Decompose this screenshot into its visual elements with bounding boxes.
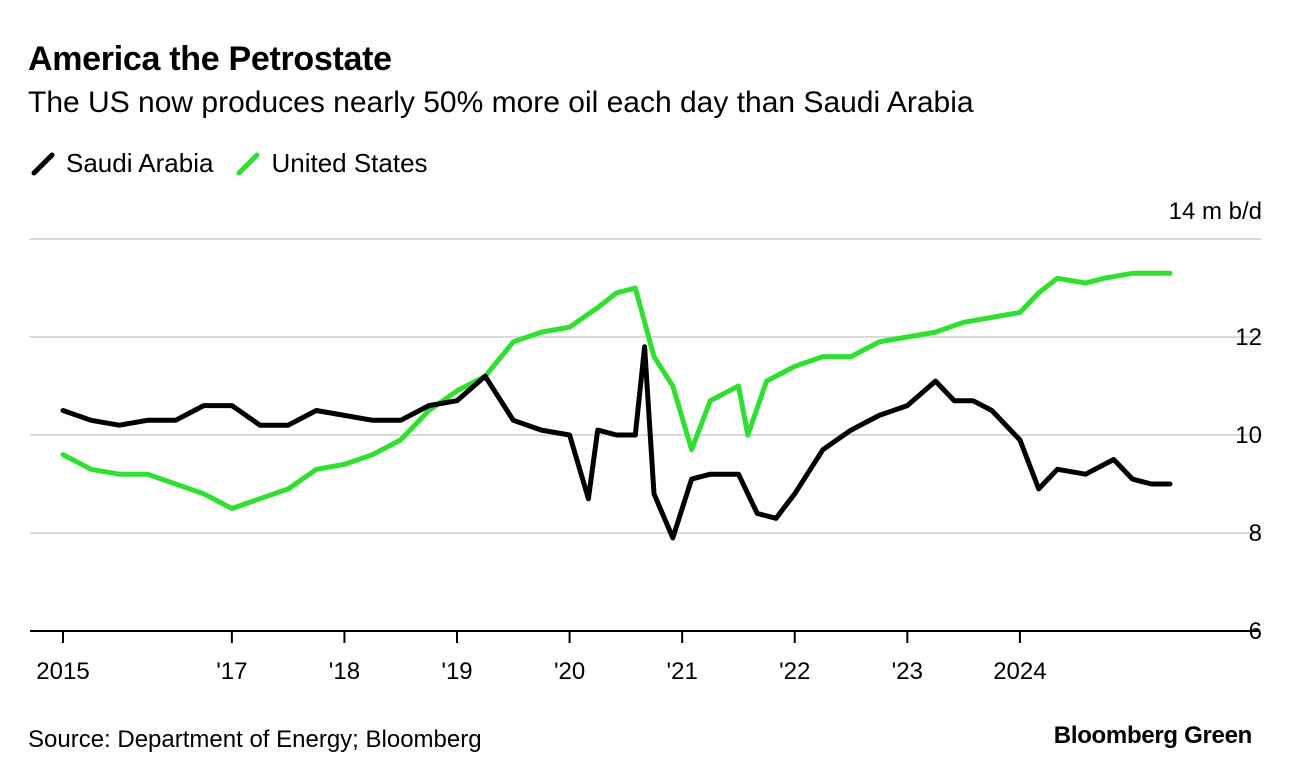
legend-swatch-united-states	[236, 152, 260, 175]
chart-subtitle: The US now produces nearly 50% more oil …	[28, 86, 974, 119]
x-tick-label-'22: '22	[779, 658, 810, 685]
legend-label-saudi-arabia: Saudi Arabia	[66, 148, 214, 178]
x-tick-label-'17: '17	[216, 658, 247, 685]
x-tick-label-2024: 2024	[993, 658, 1046, 685]
x-tick-label-'23: '23	[892, 658, 923, 685]
y-tick-label-8: 8	[1249, 520, 1262, 547]
series-line-saudi-arabia	[60, 344, 1173, 541]
y-tick-label-10: 10	[1235, 422, 1262, 449]
x-tick-label-'19: '19	[441, 658, 472, 685]
chart-title: America the Petrostate	[28, 40, 392, 78]
x-tick-label-'21: '21	[667, 658, 698, 685]
x-tick-label-'20: '20	[554, 658, 585, 685]
source-note: Source: Department of Energy; Bloomberg	[28, 726, 482, 753]
legend: Saudi Arabia United States	[30, 148, 450, 179]
series-line-united-states	[60, 270, 1173, 511]
x-tick-label-2015: 2015	[36, 658, 89, 685]
y-tick-label-12: 12	[1235, 324, 1262, 351]
brand-logo: Bloomberg Green	[1053, 722, 1253, 749]
y-axis-unit-label: 14 m b/d	[1168, 198, 1262, 225]
x-tick-label-'18: '18	[329, 658, 360, 685]
legend-swatch-saudi-arabia	[31, 152, 55, 175]
legend-item-united-states: United States	[235, 148, 428, 179]
legend-label-united-states: United States	[271, 148, 428, 178]
legend-item-saudi-arabia: Saudi Arabia	[30, 148, 213, 179]
